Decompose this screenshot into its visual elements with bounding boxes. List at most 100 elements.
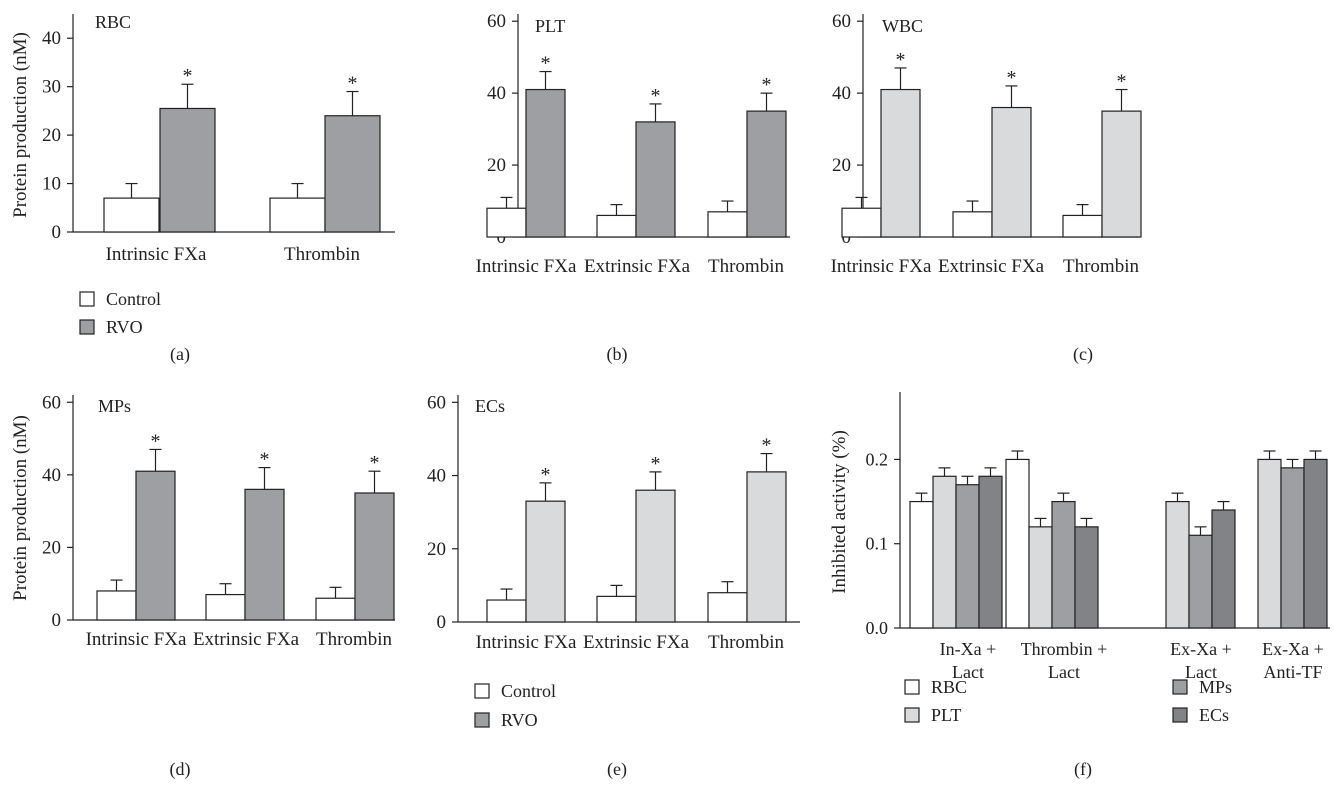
x-tick-label: Ex-Xa + [1262, 639, 1324, 659]
bar-ecs [1303, 458, 1328, 629]
bar-control [205, 593, 246, 621]
legend-label: MPs [1199, 677, 1232, 697]
y-tick-label: 30 [42, 77, 61, 98]
bar-control [315, 597, 356, 621]
panel-label: (b) [607, 344, 628, 365]
bar-rvo [1101, 110, 1142, 238]
x-tick-label: Intrinsic FXa [86, 629, 187, 650]
y-tick-label: 0.1 [866, 534, 889, 554]
panel-label: (a) [170, 344, 190, 365]
bar-rvo [354, 492, 395, 621]
legend-f-plt: PLT [904, 705, 961, 725]
legend-a-rvo: RVO [79, 317, 143, 337]
bar-control [269, 197, 326, 233]
legend-e-control: Control [474, 681, 556, 701]
legend-label: PLT [931, 705, 961, 725]
significance-marker: * [183, 65, 193, 87]
legend-swatch [474, 683, 490, 699]
panel-label: (c) [1073, 344, 1093, 365]
chart-panel-f: 0.0 0.1 0.2 Inhibited activity (%) In-Xa + La… [829, 392, 1330, 780]
panel-title: RBC [95, 12, 131, 32]
bar-control [486, 599, 527, 623]
bar-rvo [525, 500, 566, 623]
significance-marker: * [541, 53, 551, 75]
bar-rvo [159, 107, 216, 233]
bar-control [707, 592, 748, 623]
significance-marker: * [762, 74, 772, 96]
bar-rvo [746, 471, 787, 623]
significance-marker: * [370, 452, 380, 474]
bar-rvo [635, 121, 676, 238]
y-tick-label: 40 [427, 466, 446, 487]
significance-marker: * [1007, 67, 1017, 89]
y-tick-label: 60 [487, 11, 506, 32]
chart-panel-b: 0204060PLT*Intrinsic FXa*Extrinsic FXa*T… [476, 11, 790, 365]
y-tick-label: 40 [42, 28, 61, 49]
y-tick-label: 10 [42, 174, 61, 195]
bar-control [486, 207, 527, 238]
y-tick-label: 0.2 [866, 449, 889, 469]
bar-control [596, 595, 637, 623]
y-axis-label: Inhibited activity (%) [829, 430, 850, 594]
legend-label: RVO [106, 317, 143, 337]
bar-rvo [635, 489, 676, 623]
bar-control [952, 211, 993, 238]
x-tick-label: Extrinsic FXa [938, 256, 1045, 277]
y-tick-label: 20 [427, 539, 446, 560]
y-tick-label: 0 [52, 222, 62, 243]
legend-label: ECs [1199, 705, 1229, 725]
x-tick-label: Lact [1185, 662, 1217, 682]
panel-title: ECs [475, 396, 505, 416]
y-tick-label: 40 [42, 465, 61, 486]
panel-label: (f) [1074, 759, 1092, 780]
x-tick-label: Thrombin [708, 256, 784, 277]
significance-marker: * [348, 73, 358, 95]
x-tick-label: Intrinsic FXa [831, 256, 932, 277]
bar-control [596, 214, 637, 238]
legend-swatch [904, 679, 920, 695]
y-tick-label: 20 [42, 537, 61, 558]
x-tick-label: Thrombin [1063, 256, 1139, 277]
chart-panel-d: 0 20 40 60 Protein production (nM) MPs * Intrin… [10, 392, 395, 780]
y-tick-label: 0.0 [866, 618, 889, 638]
legend-swatch [79, 291, 95, 307]
x-tick-label: Thrombin + [1021, 639, 1108, 659]
bar-mps [1280, 467, 1305, 629]
panel-title: MPs [98, 396, 131, 416]
chart-panel-c: 0204060WBC*Intrinsic FXa*Extrinsic FXa*T… [831, 11, 1142, 365]
y-tick-label: 0 [437, 612, 447, 633]
x-tick-label: Extrinsic FXa [584, 256, 691, 277]
bar-plt [1028, 526, 1053, 629]
legend-swatch [904, 707, 920, 723]
x-tick-label: In-Xa + [940, 639, 997, 659]
legend-f-ecs: ECs [1172, 705, 1229, 725]
legend-label: RVO [501, 710, 538, 730]
bar-mps [955, 484, 980, 629]
legend-label: Control [501, 681, 556, 701]
legend-swatch [474, 712, 490, 728]
bar-control [707, 211, 748, 238]
significance-marker: * [1117, 71, 1127, 93]
panel-label: (e) [607, 759, 627, 780]
y-tick-label: 0 [52, 610, 62, 631]
legend-swatch [1172, 679, 1188, 695]
bar-mps [1051, 500, 1076, 629]
bar-control [103, 197, 160, 233]
legend-label: Control [106, 289, 161, 309]
y-tick-label: 40 [832, 83, 851, 104]
significance-marker: * [260, 449, 270, 471]
bar-control [96, 590, 137, 621]
x-tick-label: Thrombin [316, 629, 392, 650]
y-tick-label: 60 [42, 392, 61, 413]
chart-panel-a: 0 10 20 30 40 Protein production (nM) RBC * Intr… [10, 12, 395, 365]
panel-label: (d) [170, 759, 191, 780]
y-tick-label: 20 [42, 125, 61, 146]
x-tick-label: Thrombin [284, 244, 360, 265]
chart-panel-e: 0 20 40 60 ECs * Intrinsic FXa * Extrinsic FXa * T… [427, 392, 800, 780]
y-tick-label: 20 [832, 155, 851, 176]
bar-rvo [880, 88, 921, 238]
x-tick-label: Intrinsic FXa [106, 244, 207, 265]
bar-control [1062, 214, 1103, 238]
bar-rvo [244, 488, 285, 621]
significance-marker: * [541, 464, 551, 486]
